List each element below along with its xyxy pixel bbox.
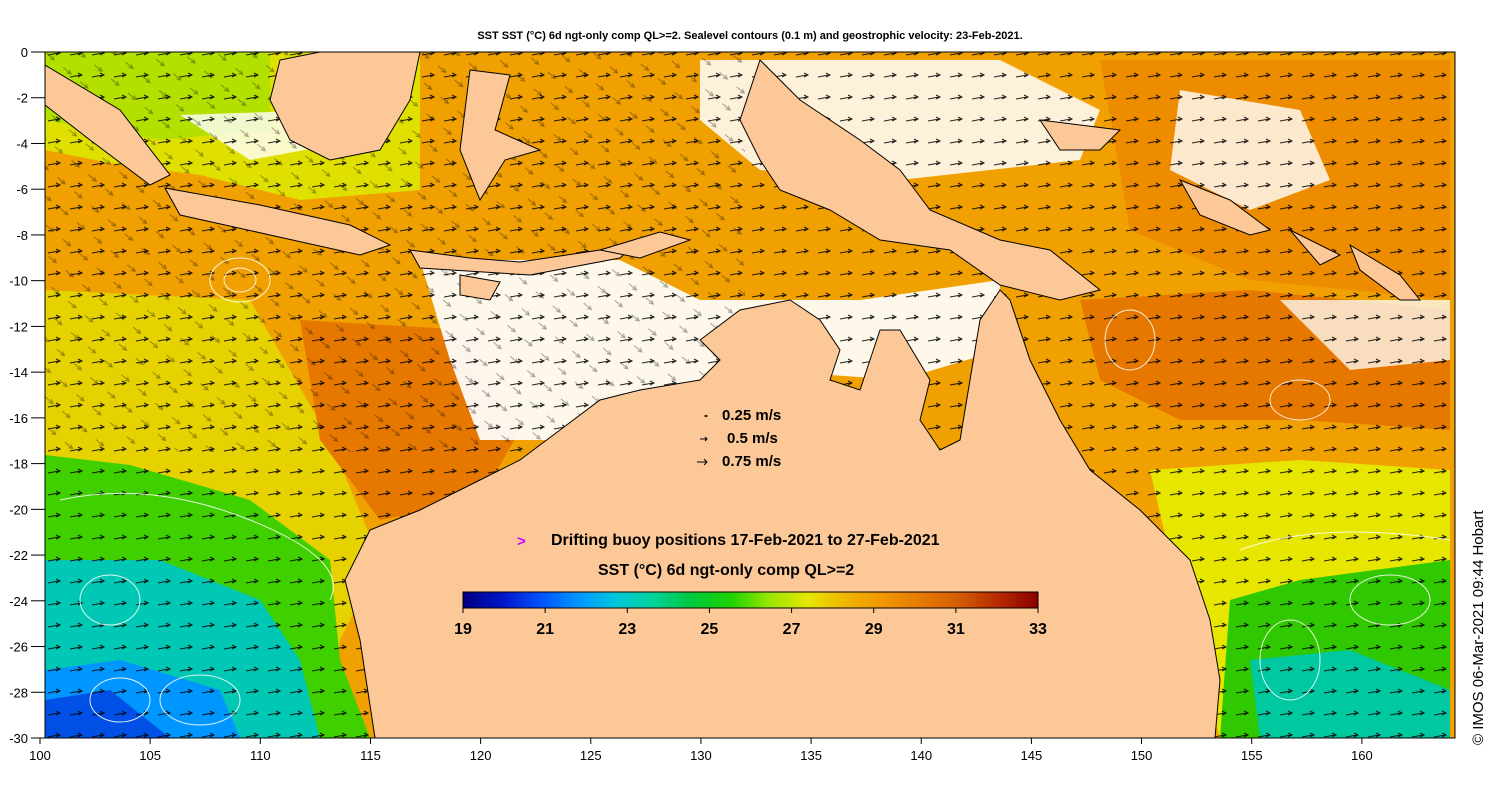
y-tick-label: -6 bbox=[16, 182, 28, 197]
x-tick-label: 100 bbox=[29, 748, 51, 763]
land-new-guinea bbox=[739, 59, 1102, 301]
x-tick-label: 105 bbox=[139, 748, 161, 763]
colorbar-tick-label: 29 bbox=[865, 621, 883, 638]
colorbar-tick-label: 33 bbox=[1029, 621, 1047, 638]
y-tick-label: -16 bbox=[9, 411, 28, 426]
land-solomons-east bbox=[1289, 229, 1342, 266]
y-tick-label: -4 bbox=[16, 136, 28, 151]
y-tick-label: -28 bbox=[9, 685, 28, 700]
y-tick-label: -2 bbox=[16, 91, 28, 106]
map-plot-area bbox=[45, 52, 1455, 738]
colorbar-tick-label: 21 bbox=[536, 621, 554, 638]
x-tick-label: 155 bbox=[1241, 748, 1263, 763]
land-new-caledonia bbox=[1348, 243, 1422, 301]
y-tick-label: -12 bbox=[9, 319, 28, 334]
x-tick-label: 140 bbox=[910, 748, 932, 763]
y-tick-label: -22 bbox=[9, 548, 28, 563]
y-tick-label: -26 bbox=[9, 640, 28, 655]
y-tick-label: -30 bbox=[9, 731, 28, 746]
velocity-arrow-0.25 bbox=[704, 414, 708, 418]
buoy-symbol-icon: > bbox=[517, 533, 526, 550]
colorbar-tick-label: 31 bbox=[947, 621, 965, 638]
y-tick-label: -20 bbox=[9, 502, 28, 517]
plot-frame bbox=[44, 51, 1456, 739]
colorbar-tick-label: 19 bbox=[454, 621, 472, 638]
imos-credit: © IMOS 06-Mar-2021 09:44 Hobart bbox=[1470, 510, 1487, 746]
y-tick-label: -24 bbox=[9, 594, 28, 609]
velocity-label-0.25: 0.25 m/s bbox=[722, 407, 782, 424]
land-australia bbox=[344, 289, 1221, 738]
colorbar-title: SST (°C) 6d ngt-only comp QL>=2 bbox=[598, 562, 855, 579]
land-solomons-west bbox=[1178, 179, 1272, 236]
x-tick-label: 145 bbox=[1021, 748, 1043, 763]
velocity-label-0.75: 0.75 m/s bbox=[722, 453, 782, 470]
velocity-arrow-0.5 bbox=[700, 436, 708, 442]
velocity-legend-arrows bbox=[697, 414, 708, 466]
x-tick-label: 125 bbox=[580, 748, 602, 763]
land-masses bbox=[45, 52, 1422, 738]
colorbar-tick-label: 23 bbox=[618, 621, 636, 638]
buoy-legend-label: Drifting buoy positions 17-Feb-2021 to 2… bbox=[551, 532, 940, 549]
land-sumba bbox=[459, 274, 501, 301]
x-tick-label: 150 bbox=[1131, 748, 1153, 763]
x-axis: 100 105 110 115 120 125 130 135 140 145 150 155 160 bbox=[29, 738, 1373, 763]
map-title: SST SST (°C) 6d ngt-only comp QL>=2. Sea… bbox=[477, 30, 1023, 42]
y-tick-label: -14 bbox=[9, 365, 28, 380]
velocity-label-0.5: 0.5 m/s bbox=[727, 430, 778, 447]
y-axis: 0 -2 -4 -6 -8 -10 -12 -14 -16 -18 -20 -22 -24 -26 -28 -… bbox=[9, 45, 45, 746]
colorbar bbox=[462, 591, 1039, 609]
x-tick-label: 135 bbox=[800, 748, 822, 763]
land-sulawesi bbox=[459, 69, 542, 202]
y-tick-label: -18 bbox=[9, 457, 28, 472]
colorbar-ticks: 19 21 23 25 27 29 31 33 bbox=[454, 608, 1047, 638]
land-timor bbox=[599, 231, 692, 259]
x-tick-label: 110 bbox=[250, 748, 271, 763]
colorbar-tick-label: 27 bbox=[783, 621, 801, 638]
colorbar-tick-label: 25 bbox=[701, 621, 719, 638]
sealevel-contours bbox=[59, 257, 1451, 726]
land-new-britain bbox=[1038, 119, 1122, 151]
y-tick-label: -8 bbox=[16, 228, 28, 243]
y-tick-label: -10 bbox=[9, 274, 28, 289]
x-tick-label: 160 bbox=[1351, 748, 1373, 763]
x-tick-label: 120 bbox=[470, 748, 492, 763]
x-tick-label: 130 bbox=[690, 748, 712, 763]
x-tick-label: 115 bbox=[360, 748, 381, 763]
land-borneo bbox=[269, 52, 421, 161]
land-java bbox=[164, 187, 392, 256]
y-tick-label: 0 bbox=[21, 45, 28, 60]
velocity-arrow-0.75 bbox=[697, 458, 708, 466]
land-sumatra bbox=[45, 64, 171, 186]
